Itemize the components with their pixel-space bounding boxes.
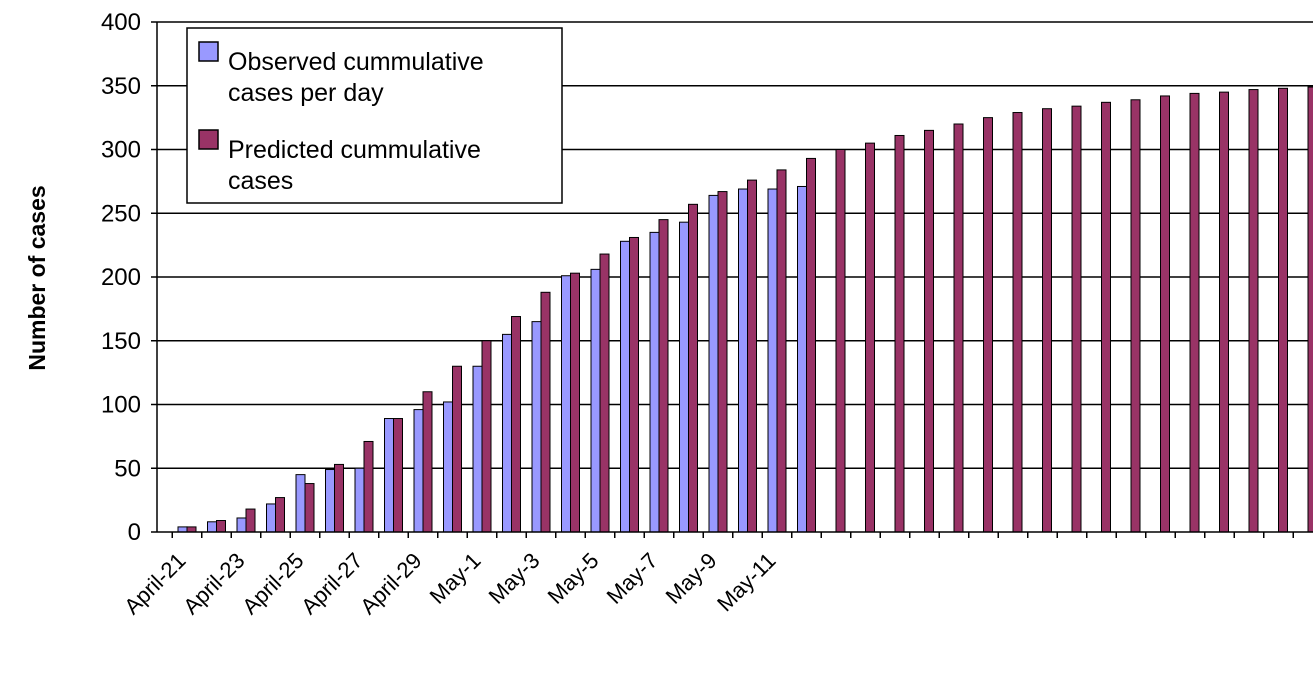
legend-label-observed: Observed cummulative cases per day (228, 48, 491, 107)
bar-predicted (1130, 99, 1141, 533)
bar-predicted (363, 440, 374, 533)
bar-predicted (806, 157, 816, 533)
bar-predicted (894, 134, 905, 533)
x-tick-label: May-7 (602, 548, 663, 609)
bar-observed (738, 188, 748, 533)
axes (151, 21, 1313, 538)
bar-observed (797, 185, 807, 533)
bar-predicted (658, 219, 669, 533)
bar-predicted (1071, 105, 1082, 533)
bar-predicted (835, 149, 846, 533)
bar-observed (620, 240, 630, 533)
bar-predicted (570, 272, 580, 533)
bar-predicted (275, 497, 285, 533)
bar-observed (295, 474, 306, 533)
bar-predicted (599, 253, 610, 533)
bar-predicted (688, 203, 698, 533)
y-tick-label: 50 (114, 455, 141, 482)
legend-label-predicted: Predicted cummulative cases (228, 136, 488, 195)
x-tick-label: April-25 (237, 548, 308, 619)
bar-predicted (1278, 87, 1288, 533)
bar-predicted (216, 520, 226, 533)
bar-predicted (481, 340, 492, 533)
bar-predicted (1160, 95, 1170, 533)
bar-observed (531, 321, 542, 533)
bar-observed (384, 418, 394, 533)
bar-predicted (393, 418, 403, 533)
bar-predicted (422, 391, 433, 533)
y-tick-label: 100 (101, 392, 141, 419)
y-tick-label: 350 (101, 73, 141, 100)
bar-predicted (186, 526, 197, 533)
bar-predicted (334, 463, 344, 533)
y-tick-label: 300 (101, 137, 141, 164)
legend-box (186, 27, 563, 204)
bar-predicted (1219, 91, 1229, 533)
bar-predicted (776, 169, 787, 533)
y-tick-label: 250 (101, 200, 141, 227)
x-tick-labels: April-21April-23April-25April-27April-29… (119, 548, 780, 619)
x-tick-label: April-21 (119, 548, 190, 619)
x-tick-label: May-5 (543, 548, 604, 609)
legend-swatch-predicted (198, 129, 219, 150)
x-tick-label: April-23 (178, 548, 249, 619)
bar-predicted (511, 316, 521, 533)
bar-observed (590, 268, 601, 533)
bar-predicted (1042, 108, 1052, 533)
legend-swatch-observed (198, 41, 219, 62)
bar-predicted (629, 236, 639, 533)
y-tick-label: 200 (101, 264, 141, 291)
bar-observed (266, 503, 276, 533)
bar-predicted (1307, 86, 1313, 533)
x-tick-label: April-29 (355, 548, 426, 619)
x-tick-label: April-27 (296, 548, 367, 619)
bar-observed (561, 275, 571, 533)
bar-predicted (717, 191, 728, 533)
y-tick-labels: 0 50 100 150 200 250 300 350 400 (101, 9, 141, 546)
bar-observed (413, 409, 424, 533)
bar-predicted (540, 291, 551, 533)
bar-predicted (1101, 101, 1111, 533)
bar-predicted (304, 483, 315, 533)
x-tick-label: May-11 (712, 548, 780, 616)
bar-observed (325, 469, 335, 533)
bar-observed (649, 231, 660, 533)
bar-observed (502, 333, 512, 533)
bar-predicted (1189, 92, 1200, 533)
bar-observed (679, 221, 689, 533)
bar-observed (708, 194, 719, 533)
y-axis-label: Number of cases (24, 185, 50, 370)
bar-predicted (924, 129, 934, 533)
bar-observed (236, 517, 247, 533)
bar-observed (767, 188, 778, 533)
x-tick-label: May-1 (425, 548, 486, 609)
bar-predicted (747, 179, 757, 533)
bar-predicted (983, 117, 993, 533)
bar-observed (472, 365, 483, 533)
bar-observed (207, 521, 217, 533)
bar-observed (443, 401, 453, 533)
legend: Observed cummulative cases per day Predi… (186, 27, 563, 204)
bar-predicted (245, 508, 256, 533)
bar-predicted (452, 365, 462, 533)
y-tick-label: 150 (101, 328, 141, 355)
y-tick-label: 0 (128, 519, 141, 546)
bar-predicted (953, 123, 964, 533)
y-tick-label: 400 (101, 9, 141, 36)
bar-predicted (1012, 112, 1023, 533)
bar-observed (354, 467, 365, 533)
x-tick-label: May-3 (484, 548, 545, 609)
bar-observed (177, 526, 188, 533)
bar-predicted (1248, 89, 1259, 533)
bar-predicted (865, 142, 875, 533)
